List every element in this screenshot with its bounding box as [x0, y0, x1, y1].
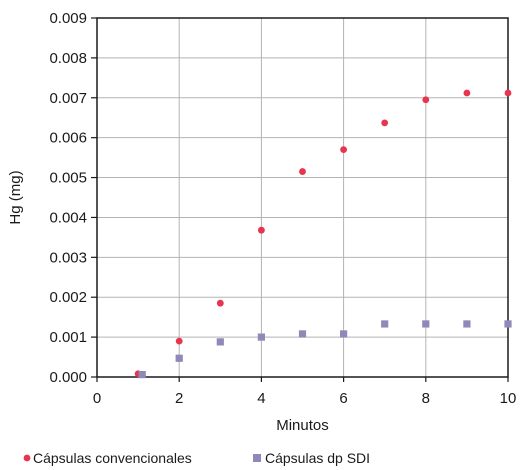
data-points [134, 89, 512, 379]
point-sdi [298, 330, 307, 338]
x-axis-title: Minutos [276, 417, 329, 434]
x-tick-label: 4 [257, 390, 265, 407]
x-tick-label: 8 [422, 390, 430, 407]
point-sdi [381, 320, 389, 328]
plot-area-frame [96, 17, 509, 378]
x-tick-label: 0 [93, 390, 101, 407]
point-sdi [175, 354, 183, 362]
point-convencionales [299, 168, 306, 175]
legend-label-convencionales: Cápsulas convencionales [33, 450, 192, 466]
point-convencionales [422, 96, 430, 104]
grid-lines [97, 18, 508, 377]
point-sdi [422, 320, 430, 328]
y-tick-label: 0.005 [49, 170, 87, 187]
x-tick-label: 10 [500, 390, 517, 407]
y-axis-ticks: 0.000 0.001 0.002 0.003 0.004 0.005 0.006 0.007… [49, 10, 97, 386]
x-tick-label: 6 [339, 390, 347, 407]
point-convencionales [381, 119, 389, 127]
legend-marker-convencionales [23, 454, 31, 462]
point-sdi [138, 371, 146, 379]
point-convencionales [340, 146, 347, 154]
y-tick-label: 0.000 [49, 369, 87, 386]
point-sdi [340, 330, 348, 338]
y-tick-label: 0.006 [49, 130, 87, 147]
point-convencionales [258, 226, 265, 234]
point-sdi [463, 320, 471, 328]
legend-label-sdi: Cápsulas dp SDI [265, 450, 370, 466]
y-tick-label: 0.009 [49, 10, 87, 27]
point-sdi [504, 320, 512, 328]
point-convencionales [216, 299, 224, 307]
y-tick-label: 0.004 [49, 209, 87, 226]
point-convencionales [463, 89, 471, 97]
legend: Cápsulas convencionales Cápsulas dp SDI [23, 450, 370, 466]
point-sdi [216, 338, 224, 346]
point-convencionales [504, 89, 512, 97]
point-convencionales [175, 337, 183, 345]
y-tick-label: 0.008 [49, 50, 87, 67]
y-tick-label: 0.002 [49, 289, 87, 306]
x-axis-ticks: 0 2 4 6 8 10 [93, 377, 517, 407]
point-sdi [257, 333, 265, 341]
legend-marker-sdi [253, 454, 261, 462]
y-axis-title: Hg (mg) [7, 170, 24, 224]
y-tick-label: 0.007 [49, 90, 87, 107]
y-tick-label: 0.003 [49, 249, 87, 266]
y-tick-label: 0.001 [49, 329, 87, 346]
x-tick-label: 2 [175, 390, 183, 407]
